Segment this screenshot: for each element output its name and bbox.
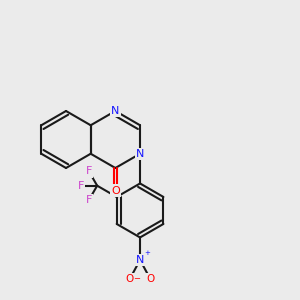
Text: N: N xyxy=(111,106,120,116)
Text: F: F xyxy=(77,181,84,191)
Text: O: O xyxy=(111,185,120,196)
Text: −: − xyxy=(133,274,140,283)
Text: N: N xyxy=(136,255,144,265)
Text: O: O xyxy=(146,274,155,284)
Text: F: F xyxy=(86,195,92,205)
Text: +: + xyxy=(145,250,150,256)
Text: O: O xyxy=(125,274,134,284)
Text: N: N xyxy=(136,149,144,159)
Text: F: F xyxy=(86,167,92,176)
